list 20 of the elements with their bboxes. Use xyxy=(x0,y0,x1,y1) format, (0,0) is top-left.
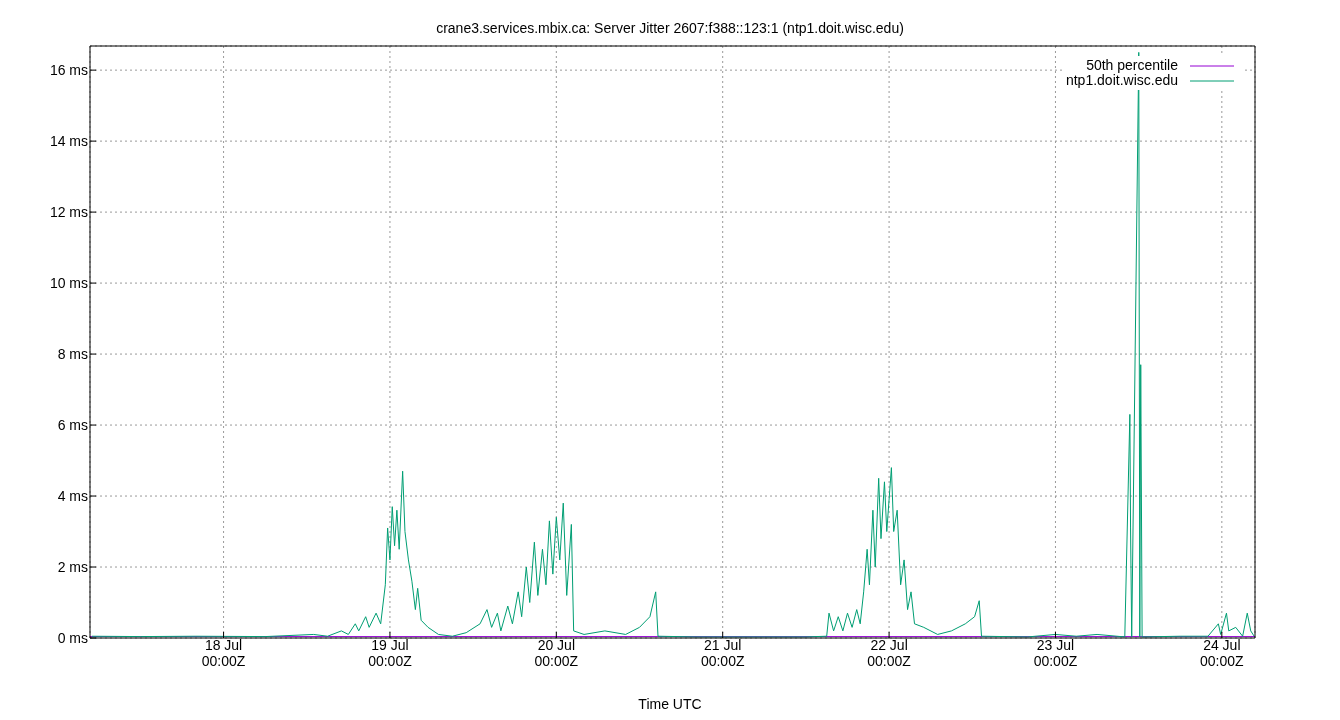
legend-label: ntp1.doit.wisc.edu xyxy=(1065,72,1178,88)
legend-label: 50th percentile xyxy=(1086,57,1178,73)
x-tick-label: 19 Jul 00:00Z xyxy=(368,637,413,669)
y-tick-label: 4 ms xyxy=(57,488,88,505)
x-tick-label: 22 Jul 00:00Z xyxy=(867,637,912,669)
y-tick-label: 14 ms xyxy=(49,133,88,150)
y-tick-label: 12 ms xyxy=(49,204,88,221)
y-tick-label: 0 ms xyxy=(57,630,88,646)
x-axis-title: Time UTC xyxy=(637,696,703,712)
y-tick-label: 2 ms xyxy=(57,559,88,576)
y-tick-label: 6 ms xyxy=(57,417,88,434)
chart-title: crane3.services.mbix.ca: Server Jitter 2607:f388::123:1 (ntp1.doit.wisc.edu) xyxy=(435,20,905,36)
y-tick-label: 10 ms xyxy=(49,275,88,292)
x-tick-label: 21 Jul 00:00Z xyxy=(700,637,745,669)
x-tick-label: 24 Jul 00:00Z xyxy=(1200,637,1245,669)
x-tick-label: 18 Jul 00:00Z xyxy=(201,637,246,669)
x-tick-label: 20 Jul 00:00Z xyxy=(534,637,579,669)
y-tick-label: 16 ms xyxy=(49,62,88,79)
x-tick-label: 23 Jul 00:00Z xyxy=(1033,637,1078,669)
y-tick-label: 8 ms xyxy=(57,346,88,363)
